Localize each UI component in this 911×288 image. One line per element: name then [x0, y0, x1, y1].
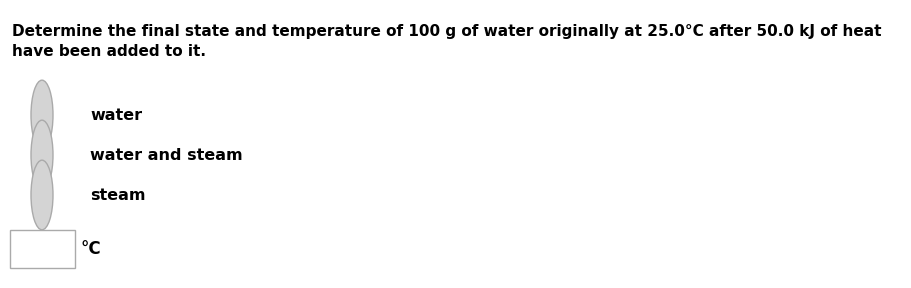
Text: steam: steam: [90, 187, 146, 202]
Ellipse shape: [31, 120, 53, 190]
Text: °C: °C: [80, 240, 100, 258]
Ellipse shape: [31, 80, 53, 150]
Text: water and steam: water and steam: [90, 147, 242, 162]
Ellipse shape: [31, 160, 53, 230]
Text: Determine the final state and temperature of 100 g of water originally at 25.0°C: Determine the final state and temperatur…: [12, 24, 881, 39]
Text: have been added to it.: have been added to it.: [12, 44, 206, 59]
FancyBboxPatch shape: [10, 230, 75, 268]
Text: water: water: [90, 107, 142, 122]
